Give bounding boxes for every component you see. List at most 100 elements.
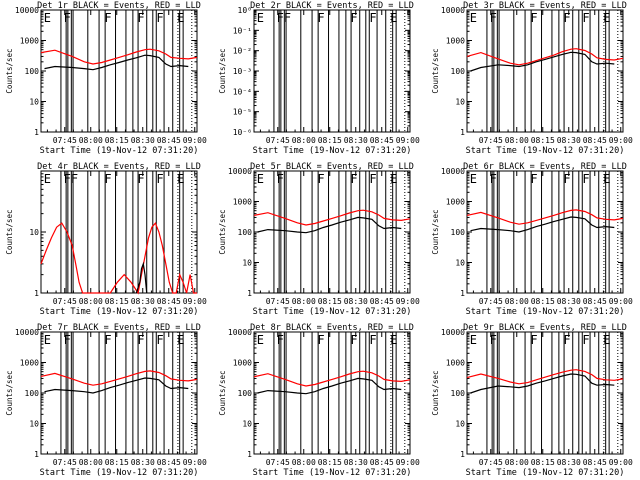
x-axis-label: Start Time (19-Nov-12 07:31:20) — [40, 146, 199, 156]
lld-series-line — [40, 221, 197, 295]
y-tick-label: 10 — [455, 420, 465, 429]
x-tick-label: 07:45 — [266, 297, 290, 306]
panel-title: Det 5r BLACK = Events, RED = LLD — [250, 162, 414, 172]
event-flag: E — [603, 11, 610, 25]
event-flag: F — [317, 333, 324, 347]
y-tick-label: 100 — [451, 389, 466, 398]
x-tick-label: 08:00 — [505, 297, 529, 306]
x-tick-label: 08:00 — [79, 297, 103, 306]
events-series-line — [470, 216, 615, 233]
x-axis-label: Start Time (19-Nov-12 07:31:20) — [253, 468, 412, 478]
x-tick-label: 08:00 — [292, 136, 316, 145]
y-tick-label: 100 — [25, 67, 40, 76]
x-tick-label: 08:00 — [505, 458, 529, 467]
x-tick-label: 08:15 — [531, 136, 555, 145]
events-series-line — [44, 54, 189, 71]
y-tick-label: 10⁻⁴ — [233, 87, 252, 96]
x-tick-label: 08:15 — [318, 297, 342, 306]
event-flag: F — [317, 11, 324, 25]
event-flag: F — [277, 333, 284, 347]
panel-5: Det 5r BLACK = Events, RED = LLD 1 10 100 10… — [218, 162, 420, 317]
lld-series-line — [40, 370, 198, 386]
y-tick-label: 10 — [29, 228, 39, 237]
events-series-line — [135, 261, 148, 294]
x-tick-label: 07:45 — [266, 136, 290, 145]
y-tick-label: 1000 — [233, 359, 252, 368]
x-tick-label: 07:45 — [53, 136, 77, 145]
x-tick-label: 08:15 — [318, 458, 342, 467]
y-tick-label: 1000 — [20, 359, 39, 368]
x-axis-label: Start Time (19-Nov-12 07:31:20) — [253, 307, 412, 317]
event-flag: E — [257, 333, 264, 347]
x-tick-label: 08:45 — [157, 136, 181, 145]
events-series-line — [470, 373, 615, 394]
y-tick-label: 10 — [29, 420, 39, 429]
x-tick-label: 08:15 — [318, 136, 342, 145]
x-tick-label: 09:00 — [183, 458, 207, 467]
x-tick-label: 08:15 — [105, 458, 129, 467]
x-tick-label: 07:45 — [53, 297, 77, 306]
y-tick-label: 10⁻³ — [233, 67, 252, 76]
event-flag: F — [582, 333, 589, 347]
panel-7: Det 7r BLACK = Events, RED = LLD 1 10 100 10… — [5, 323, 207, 478]
plot-frame — [253, 331, 411, 455]
y-tick-label: 1 — [460, 128, 465, 137]
x-axis-label: Start Time (19-Nov-12 07:31:20) — [40, 468, 199, 478]
x-axis-label: Start Time (19-Nov-12 07:31:20) — [253, 146, 412, 156]
event-flag: F — [350, 172, 357, 186]
x-tick-label: 09:00 — [609, 297, 633, 306]
x-tick-label: 07:45 — [479, 458, 503, 467]
x-tick-label: 09:00 — [396, 458, 420, 467]
event-flag: F — [156, 11, 163, 25]
events-series-line — [44, 377, 189, 394]
event-flag: FF — [277, 11, 291, 25]
lld-series-line — [253, 209, 411, 226]
x-tick-label: 07:45 — [266, 458, 290, 467]
event-flag: E — [470, 333, 477, 347]
event-flag: F — [104, 172, 111, 186]
event-flag: F — [369, 172, 376, 186]
event-flag: F — [137, 333, 144, 347]
x-tick-label: 08:45 — [370, 458, 394, 467]
event-flag: F — [490, 172, 497, 186]
x-tick-label: 08:15 — [531, 458, 555, 467]
event-flag: F — [64, 333, 71, 347]
event-flag: F — [156, 172, 163, 186]
events-series-line — [257, 216, 402, 234]
y-tick-label: 10000 — [228, 328, 252, 337]
panel-title: Det 6r BLACK = Events, RED = LLD — [463, 162, 627, 172]
event-flag: F — [317, 172, 324, 186]
event-flag: F — [64, 11, 71, 25]
y-tick-label: 1000 — [446, 359, 465, 368]
x-tick-label: 08:45 — [583, 458, 607, 467]
y-tick-label: 10 — [242, 259, 252, 268]
x-tick-label: 08:00 — [292, 458, 316, 467]
x-tick-label: 08:30 — [344, 297, 368, 306]
plot-frame — [40, 9, 198, 133]
x-tick-label: 08:30 — [557, 297, 581, 306]
y-axis-label: Counts/sec — [431, 370, 440, 415]
panel-4: Det 4r BLACK = Events, RED = LLD 1 10 Count… — [5, 162, 207, 317]
y-tick-label: 1000 — [233, 198, 252, 207]
lld-series-line — [466, 369, 624, 385]
event-flag: F — [156, 333, 163, 347]
plot-frame — [466, 170, 624, 294]
x-tick-label: 08:30 — [557, 458, 581, 467]
panel-6: Det 6r BLACK = Events, RED = LLD 1 10 100 10… — [431, 162, 633, 317]
plot-frame — [40, 170, 198, 294]
y-axis-label: Counts/sec — [5, 209, 14, 254]
event-flag: FF — [64, 172, 78, 186]
event-flag: E — [44, 172, 51, 186]
x-tick-label: 07:45 — [53, 458, 77, 467]
panel-title: Det 4r BLACK = Events, RED = LLD — [37, 162, 201, 172]
y-tick-label: 10 — [242, 420, 252, 429]
events-series-line — [257, 377, 402, 395]
plot-frame — [253, 170, 411, 294]
event-flag: F — [369, 333, 376, 347]
event-flag: F — [104, 11, 111, 25]
y-tick-label: 1000 — [20, 37, 39, 46]
panel-1: Det 1r BLACK = Events, RED = LLD 1 10 100 10… — [5, 1, 207, 156]
x-tick-label: 09:00 — [609, 136, 633, 145]
x-axis-label: Start Time (19-Nov-12 07:31:20) — [466, 146, 625, 156]
y-tick-label: 10000 — [441, 6, 465, 15]
